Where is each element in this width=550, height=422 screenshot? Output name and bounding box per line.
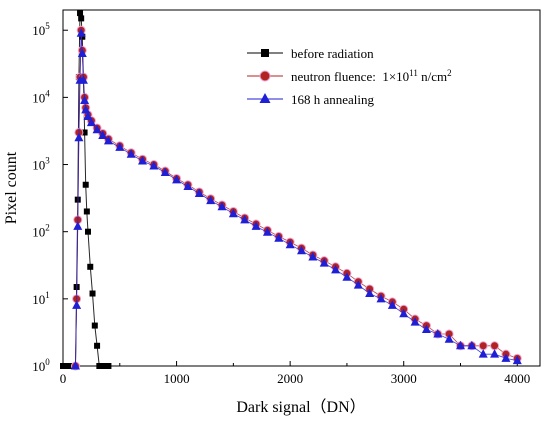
data-point — [87, 263, 94, 270]
data-point — [81, 129, 88, 136]
data-point — [78, 75, 88, 84]
data-point — [228, 208, 238, 218]
data-point — [81, 104, 91, 114]
data-point — [512, 355, 522, 365]
data-point — [353, 280, 363, 289]
data-point — [77, 10, 84, 17]
data-point — [126, 149, 136, 158]
y-tick-label: 102 — [32, 223, 50, 240]
series-3 — [70, 28, 522, 370]
data-point — [240, 214, 250, 224]
data-point — [80, 95, 90, 104]
data-point — [94, 342, 101, 349]
data-point — [84, 228, 91, 235]
legend-label: before radiation — [291, 46, 374, 61]
legend-item-3: 168 h annealing — [247, 92, 375, 107]
legend-marker — [259, 93, 271, 103]
data-point — [172, 174, 182, 184]
x-tick-label: 1000 — [164, 371, 190, 386]
data-point — [467, 340, 477, 350]
plot-frame — [62, 9, 541, 367]
data-point — [149, 161, 159, 170]
data-point — [105, 363, 112, 369]
data-point — [501, 353, 511, 362]
data-point — [421, 324, 431, 333]
series-group — [60, 10, 522, 371]
y-tick-label: 103 — [32, 156, 50, 173]
data-point — [490, 341, 500, 351]
data-point — [91, 322, 98, 329]
legend-item-1: before radiation — [247, 46, 374, 61]
y-tick-label: 100 — [32, 357, 50, 374]
data-point — [297, 245, 306, 255]
data-point — [138, 155, 147, 165]
data-point — [115, 142, 125, 151]
data-point — [478, 341, 488, 351]
x-axis-title: Dark signal（DN） — [236, 398, 365, 416]
data-point — [98, 130, 108, 140]
data-point — [64, 363, 71, 369]
data-point — [456, 340, 465, 350]
data-point — [433, 328, 443, 338]
legend-item-2: neutron fluence: 1×1011 n/cm2 — [247, 68, 452, 84]
x-tick-label: 2000 — [277, 371, 303, 386]
data-point — [82, 181, 89, 188]
legend: before radiation neutron fluence: 1×1011 … — [247, 46, 452, 107]
y-tick-label: 101 — [32, 290, 50, 307]
data-point — [319, 258, 329, 267]
data-point — [399, 308, 409, 318]
data-point — [285, 239, 295, 249]
data-point — [73, 221, 83, 230]
y-axis-title: Pixel count — [3, 151, 20, 224]
data-point — [100, 363, 107, 369]
data-point — [308, 251, 318, 261]
data-point — [70, 361, 80, 370]
series-line — [63, 12, 109, 367]
data-point — [72, 300, 82, 309]
x-tick-label: 0 — [60, 371, 67, 386]
data-point — [96, 363, 103, 369]
data-point — [86, 117, 96, 127]
x-tick-label: 3000 — [391, 371, 417, 386]
data-point — [194, 188, 204, 198]
data-point — [342, 272, 352, 281]
data-point — [490, 349, 500, 358]
data-point — [262, 227, 272, 236]
data-point — [78, 15, 85, 22]
data-point — [60, 363, 66, 369]
legend-label: 168 h annealing — [291, 92, 375, 107]
data-point — [206, 195, 216, 205]
data-point — [410, 317, 420, 326]
data-point — [103, 135, 113, 145]
data-point — [217, 201, 227, 211]
data-point — [83, 111, 93, 120]
data-point — [365, 288, 375, 298]
data-point — [331, 264, 341, 274]
data-point — [387, 300, 397, 309]
data-point — [274, 233, 284, 242]
data-point — [478, 349, 488, 358]
legend-marker — [259, 70, 271, 82]
data-point — [160, 167, 170, 177]
data-point — [89, 290, 96, 297]
ticks-group: 0 1000 2000 3000 4000 100 101 102 103 104 105 — [32, 21, 530, 386]
series-1 — [60, 10, 112, 369]
y-tick-label: 105 — [32, 21, 50, 38]
data-point — [251, 221, 261, 230]
data-point — [376, 293, 386, 303]
data-point — [183, 181, 193, 191]
y-tick-label: 104 — [32, 88, 50, 105]
data-point — [74, 132, 84, 142]
x-tick-label: 4000 — [504, 371, 530, 386]
data-point — [77, 48, 87, 58]
data-point — [444, 334, 454, 343]
data-point — [92, 124, 102, 134]
legend-marker — [261, 49, 269, 57]
data-point — [76, 28, 86, 37]
legend-label: neutron fluence: 1×1011 n/cm2 — [291, 68, 452, 84]
data-point — [83, 208, 90, 215]
